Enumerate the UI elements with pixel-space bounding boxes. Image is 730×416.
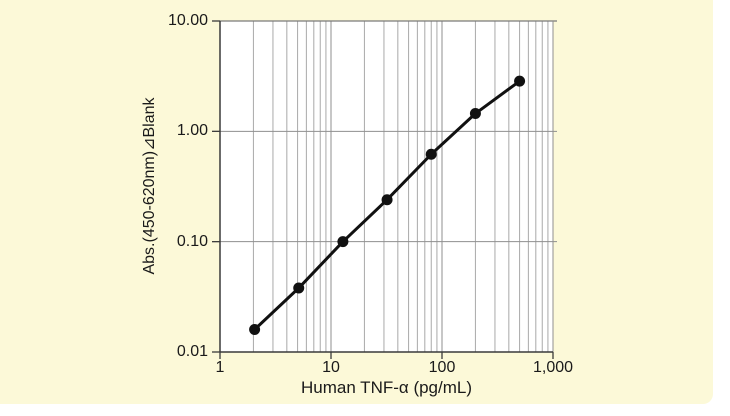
x-tick-label: 1,000 xyxy=(532,359,574,376)
data-point xyxy=(337,236,349,248)
data-point xyxy=(381,194,393,206)
series-markers xyxy=(249,75,526,335)
plot-border xyxy=(219,20,557,353)
y-tick-label: 0.01 xyxy=(176,343,208,360)
x-tick-label: 1 xyxy=(215,359,225,376)
x-tick-label: 100 xyxy=(428,359,456,376)
y-tick-label: 10.00 xyxy=(167,12,208,29)
y-major-gridlines xyxy=(220,130,557,243)
data-point xyxy=(249,323,261,335)
plot-background xyxy=(220,21,553,352)
data-point xyxy=(469,108,481,120)
x-axis-title: Human TNF-α (pg/mL) xyxy=(300,378,473,397)
x-major-gridlines xyxy=(330,21,443,352)
data-point xyxy=(425,148,437,160)
data-point xyxy=(514,75,526,87)
data-point xyxy=(293,282,305,294)
x-axis-ticks xyxy=(219,352,554,359)
y-axis-ticks xyxy=(212,20,220,353)
y-tick-label: 1.00 xyxy=(176,122,208,140)
y-tick-label: 0.10 xyxy=(176,232,208,250)
chart-card: Abs.(450-620nm)⊿Blank 0.01 0.10 1.00 10.00 … xyxy=(0,0,713,404)
x-tick-label: 10 xyxy=(322,359,340,376)
